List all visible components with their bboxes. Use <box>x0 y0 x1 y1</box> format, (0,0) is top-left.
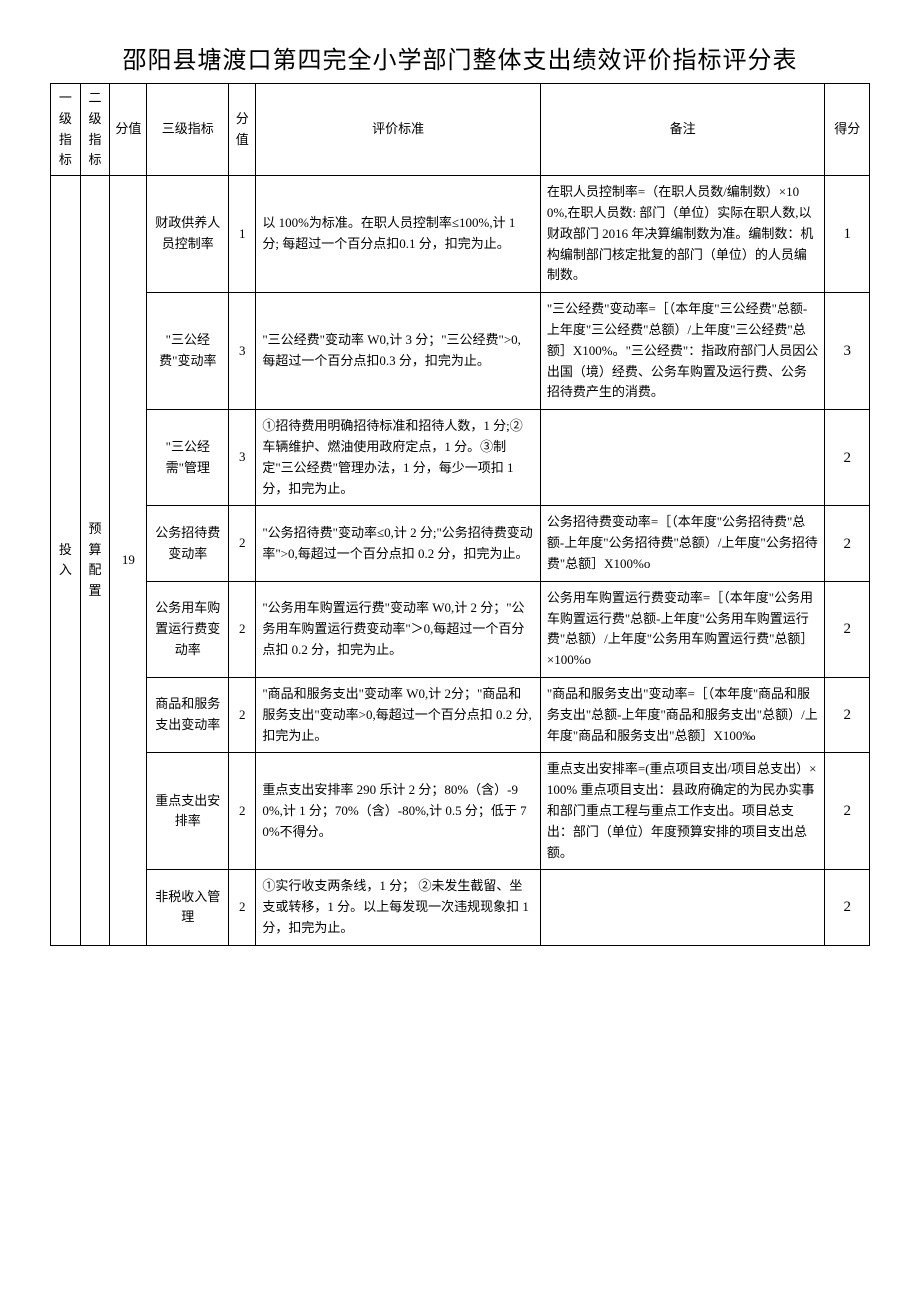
criteria-cell: "公务用车购置运行费"变动率 W0,计 2 分；"公务用车购置运行费变动率"＞0… <box>256 581 541 677</box>
table-row: 公务用车购置运行费变动率 2 "公务用车购置运行费"变动率 W0,计 2 分；"… <box>51 581 870 677</box>
remark-cell: 重点支出安排率=(重点项目支出/项目总支出）×100% 重点项目支出：县政府确定… <box>540 753 825 870</box>
header-level2: 二级指标 <box>80 84 110 176</box>
remark-cell: "商品和服务支出"变动率=［（本年度''商品和服务支出"总额-上年度"商品和服务… <box>540 677 825 752</box>
table-row: "三公经费"变动率 3 "三公经费"变动率 W0,计 3 分；"三公经费">0,… <box>51 293 870 410</box>
criteria-cell: "三公经费"变动率 W0,计 3 分；"三公经费">0, 每超过一个百分点扣0.… <box>256 293 541 410</box>
score-cell: 3 <box>825 293 870 410</box>
table-row: 重点支出安排率 2 重点支出安排率 290 乐计 2 分；80%（含）-90%,… <box>51 753 870 870</box>
fullvalue-cell: 2 <box>229 506 256 581</box>
evaluation-table: 一级指标 二级指标 分值 三级指标 分值 评价标准 备注 得分 投入 预算配置 … <box>50 83 870 946</box>
level3-cell: 重点支出安排率 <box>147 753 229 870</box>
fullvalue-cell: 3 <box>229 410 256 506</box>
fullvalue-cell: 2 <box>229 870 256 945</box>
table-row: 商品和服务支出变动率 2 "商品和服务支出"变动率 W0,计 2分；"商品和服务… <box>51 677 870 752</box>
remark-cell: "三公经费"变动率=［（本年度"三公经费"总额-上年度"三公经费"总额）/上年度… <box>540 293 825 410</box>
fullvalue-cell: 2 <box>229 753 256 870</box>
remark-cell <box>540 870 825 945</box>
level2-cell: 预算配置 <box>80 176 110 946</box>
page-title: 邵阳县塘渡口第四完全小学部门整体支出绩效评价指标评分表 <box>50 40 870 75</box>
criteria-cell: ①实行收支两条线，1 分； ②未发生截留、坐支或转移，1 分。以上每发现一次违规… <box>256 870 541 945</box>
header-level1: 一级指标 <box>51 84 81 176</box>
header-fullvalue1: 分值 <box>110 84 147 176</box>
criteria-cell: ①招待费用明确招待标准和招待人数，1 分;②车辆维护、燃油使用政府定点，1 分。… <box>256 410 541 506</box>
table-header-row: 一级指标 二级指标 分值 三级指标 分值 评价标准 备注 得分 <box>51 84 870 176</box>
table-row: 投入 预算配置 19 财政供养人员控制率 1 以 100%为标准。在职人员控制率… <box>51 176 870 293</box>
table-row: 非税收入管理 2 ①实行收支两条线，1 分； ②未发生截留、坐支或转移，1 分。… <box>51 870 870 945</box>
remark-cell: 在职人员控制率=（在职人员数/编制数）×100%,在职人员数: 部门（单位）实际… <box>540 176 825 293</box>
header-fullvalue2: 分值 <box>229 84 256 176</box>
score-cell: 1 <box>825 176 870 293</box>
level3-cell: 公务用车购置运行费变动率 <box>147 581 229 677</box>
criteria-cell: 以 100%为标准。在职人员控制率≤100%,计 1 分; 每超过一个百分点扣0… <box>256 176 541 293</box>
level3-cell: 商品和服务支出变动率 <box>147 677 229 752</box>
remark-cell <box>540 410 825 506</box>
level1-cell: 投入 <box>51 176 81 946</box>
header-remark: 备注 <box>540 84 825 176</box>
fullvalue-cell: 2 <box>229 677 256 752</box>
fullvalue-cell: 2 <box>229 581 256 677</box>
header-score: 得分 <box>825 84 870 176</box>
fullvalue-cell: 3 <box>229 293 256 410</box>
criteria-cell: "商品和服务支出"变动率 W0,计 2分；"商品和服务支出"变动率>0,每超过一… <box>256 677 541 752</box>
level3-cell: "三公经费"变动率 <box>147 293 229 410</box>
table-row: "三公经需"管理 3 ①招待费用明确招待标准和招待人数，1 分;②车辆维护、燃油… <box>51 410 870 506</box>
level2-fullvalue: 19 <box>110 176 147 946</box>
remark-cell: 公务用车购置运行费变动率=［（本年度"公务用车购置运行费"总额-上年度"公务用车… <box>540 581 825 677</box>
header-criteria: 评价标准 <box>256 84 541 176</box>
criteria-cell: "公务招待费"变动率≤0,计 2 分;"公务招待费变动率">0,每超过一个百分点… <box>256 506 541 581</box>
criteria-cell: 重点支出安排率 290 乐计 2 分；80%（含）-90%,计 1 分；70%（… <box>256 753 541 870</box>
level3-cell: "三公经需"管理 <box>147 410 229 506</box>
score-cell: 2 <box>825 506 870 581</box>
score-cell: 2 <box>825 677 870 752</box>
score-cell: 2 <box>825 753 870 870</box>
fullvalue-cell: 1 <box>229 176 256 293</box>
score-cell: 2 <box>825 870 870 945</box>
table-row: 公务招待费变动率 2 "公务招待费"变动率≤0,计 2 分;"公务招待费变动率"… <box>51 506 870 581</box>
header-level3: 三级指标 <box>147 84 229 176</box>
score-cell: 2 <box>825 581 870 677</box>
level3-cell: 公务招待费变动率 <box>147 506 229 581</box>
level3-cell: 非税收入管理 <box>147 870 229 945</box>
remark-cell: 公务招待费变动率=［（本年度"公务招待费"总额-上年度"公务招待费"总额）/上年… <box>540 506 825 581</box>
score-cell: 2 <box>825 410 870 506</box>
level3-cell: 财政供养人员控制率 <box>147 176 229 293</box>
